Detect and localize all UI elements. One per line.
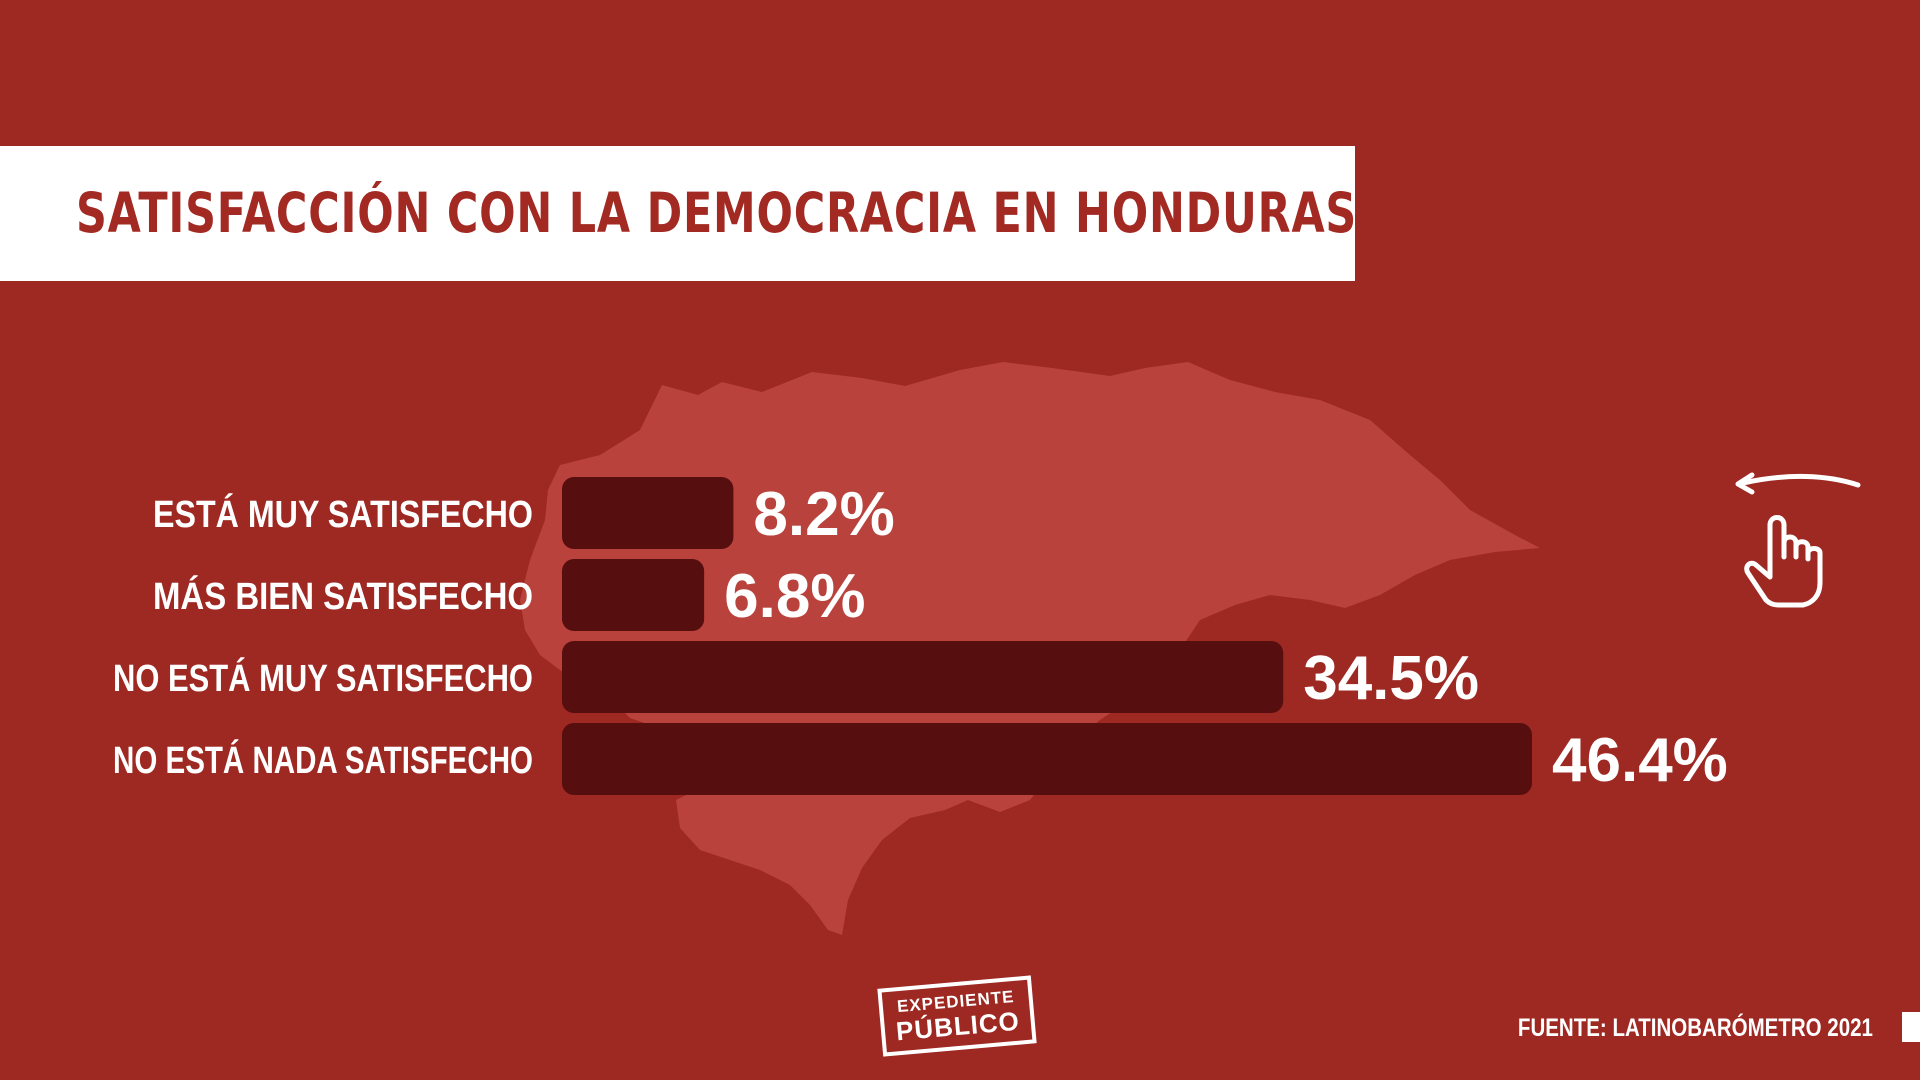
value-label-2: 6.8% (724, 562, 865, 631)
value-label-1: 8.2% (753, 480, 894, 549)
bar-3 (562, 641, 1284, 713)
category-label-4: NO ESTÁ NADA SATISFECHO (113, 738, 533, 782)
bar-1 (562, 477, 734, 549)
category-label-2: MÁS BIEN SATISFECHO (153, 574, 533, 618)
source-note: FUENTE: LATINOBARÓMETRO 2021 (1518, 1014, 1873, 1042)
category-label-1: ESTÁ MUY SATISFECHO (153, 492, 533, 536)
value-label-3: 34.5% (1303, 644, 1479, 713)
expediente-publico-logo: EXPEDIENTE PÚBLICO (877, 975, 1037, 1057)
value-label-4: 46.4% (1552, 726, 1728, 795)
swipe-hand-icon[interactable] (1718, 465, 1868, 615)
title-band: SATISFACCIÓN CON LA DEMOCRACIA EN HONDUR… (0, 146, 1358, 281)
bar-4 (562, 723, 1532, 795)
chart-title: SATISFACCIÓN CON LA DEMOCRACIA EN HONDUR… (76, 181, 1358, 245)
category-label-3: NO ESTÁ MUY SATISFECHO (113, 656, 533, 700)
bar-2 (562, 559, 705, 631)
corner-mark (1902, 1012, 1920, 1042)
